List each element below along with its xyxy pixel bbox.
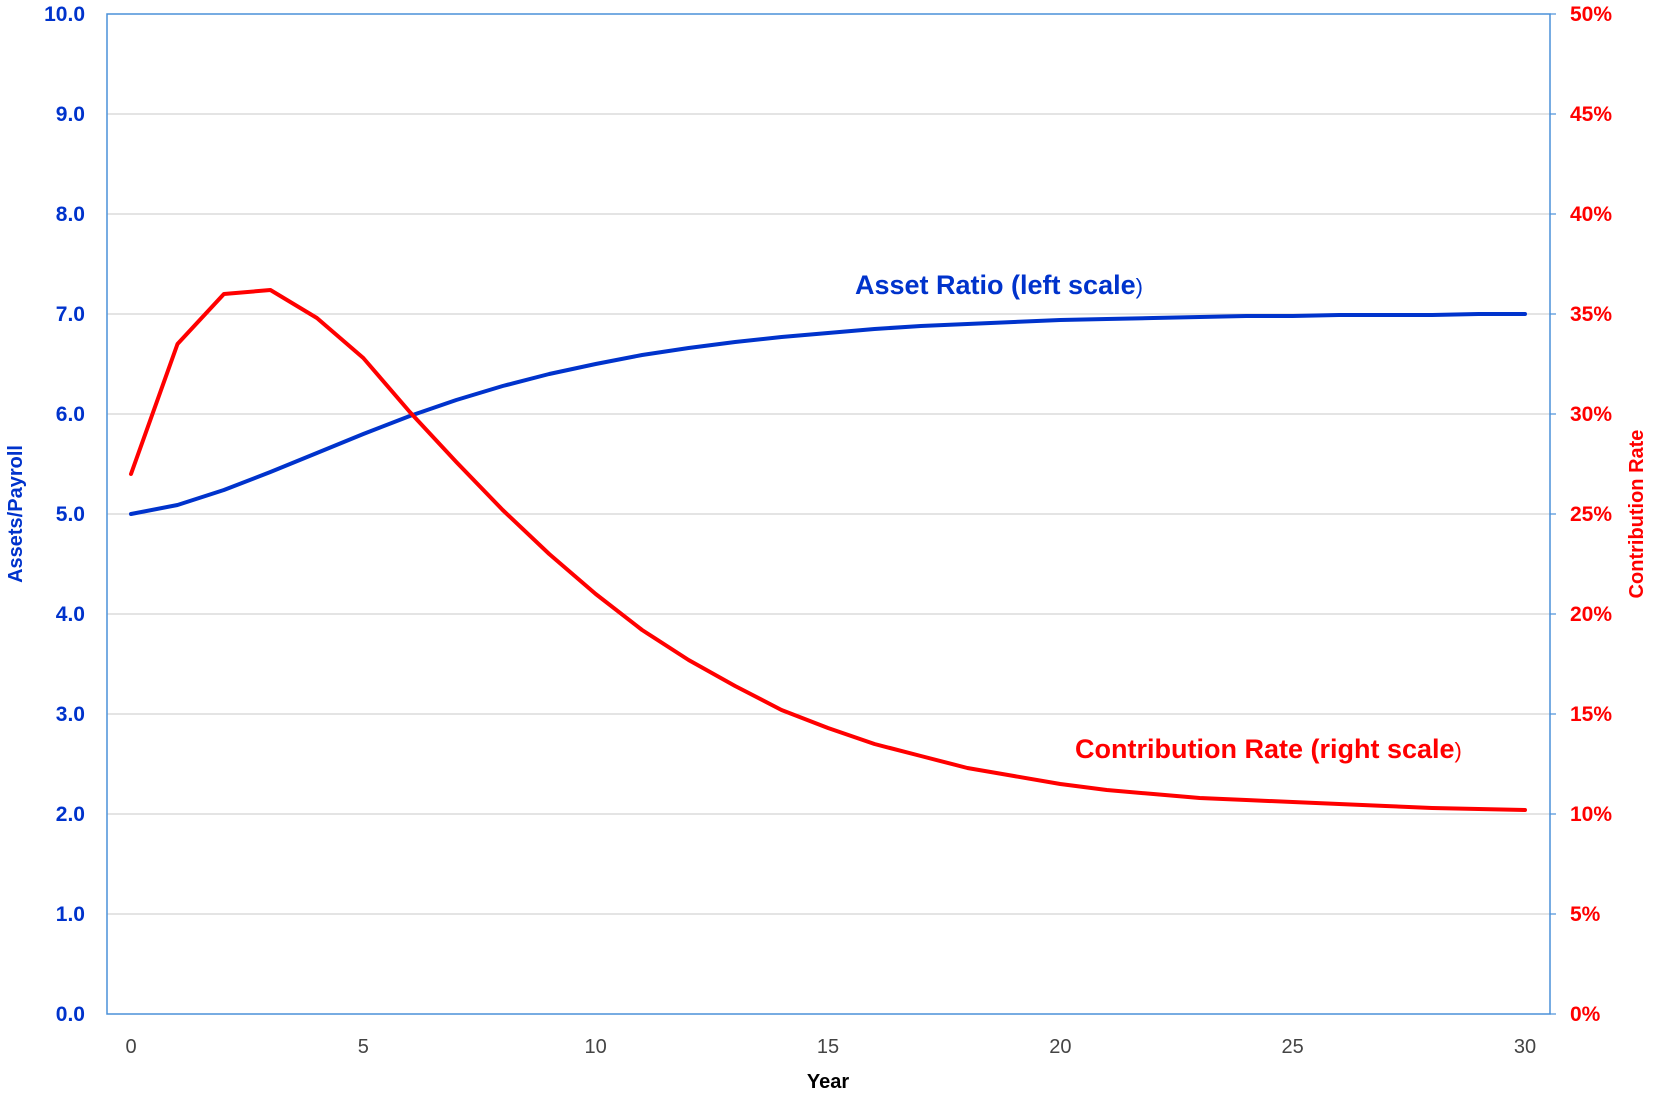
right-axis-title: Contribution Rate xyxy=(1626,430,1648,599)
contribution-rate-annotation-main: Contribution Rate (right scale xyxy=(1075,734,1455,764)
right-tick-label: 20% xyxy=(1570,603,1612,626)
right-axis-ticks: 0% 5% 10% 15% 20% 25% 30% 35% 40% 45% 50% xyxy=(1550,3,1612,1026)
right-tick-label: 0% xyxy=(1570,1003,1601,1026)
x-tick-label: 10 xyxy=(585,1036,607,1058)
series-lines xyxy=(129,288,1527,812)
right-tick-label: 25% xyxy=(1570,503,1612,526)
asset-ratio-annotation: Asset Ratio (left scale) xyxy=(855,270,1143,300)
left-tick-label: 5.0 xyxy=(56,503,85,526)
x-tick-label: 30 xyxy=(1514,1036,1536,1058)
x-tick-label: 20 xyxy=(1049,1036,1071,1058)
asset-ratio-line xyxy=(129,312,1527,516)
right-tick-label: 30% xyxy=(1570,403,1612,426)
left-tick-label: 6.0 xyxy=(56,403,85,426)
left-tick-label: 0.0 xyxy=(56,1003,85,1026)
asset-ratio-annotation-paren: ) xyxy=(1136,274,1143,299)
right-tick-label: 10% xyxy=(1570,803,1612,826)
x-tick-label: 25 xyxy=(1282,1036,1304,1058)
left-axis-title: Assets/Payroll xyxy=(5,445,27,583)
contribution-rate-annotation-paren: ) xyxy=(1455,738,1462,763)
x-tick-label: 0 xyxy=(125,1036,136,1058)
left-tick-label: 2.0 xyxy=(56,803,85,826)
left-axis-ticks: 0.0 1.0 2.0 3.0 4.0 5.0 6.0 7.0 8.0 9.0 10.0 xyxy=(44,3,85,1026)
right-tick-label: 40% xyxy=(1570,203,1612,226)
left-tick-label: 3.0 xyxy=(56,703,85,726)
x-tick-label: 5 xyxy=(358,1036,369,1058)
right-tick-label: 50% xyxy=(1570,3,1612,26)
gridlines xyxy=(107,113,1550,915)
asset-ratio-annotation-main: Asset Ratio (left scale xyxy=(855,270,1136,300)
contribution-rate-line xyxy=(129,288,1527,812)
x-tick-label: 15 xyxy=(817,1036,839,1058)
left-tick-label: 4.0 xyxy=(56,603,85,626)
left-tick-label: 1.0 xyxy=(56,903,85,926)
right-tick-label: 5% xyxy=(1570,903,1601,926)
left-tick-label: 7.0 xyxy=(56,303,85,326)
x-axis-ticks: 0 5 10 15 20 25 30 xyxy=(125,1036,1536,1058)
left-tick-label: 10.0 xyxy=(44,3,85,26)
left-tick-label: 9.0 xyxy=(56,103,85,126)
contribution-rate-annotation: Contribution Rate (right scale) xyxy=(1075,734,1462,764)
left-tick-label: 8.0 xyxy=(56,203,85,226)
right-tick-label: 15% xyxy=(1570,703,1612,726)
right-tick-label: 45% xyxy=(1570,103,1612,126)
x-axis-title: Year xyxy=(807,1071,849,1093)
right-tick-label: 35% xyxy=(1570,303,1612,326)
